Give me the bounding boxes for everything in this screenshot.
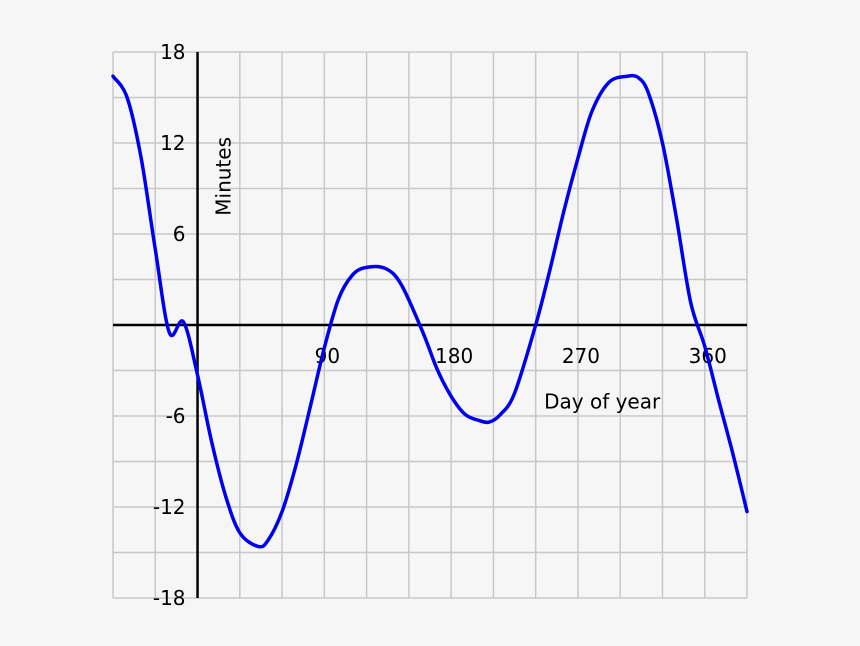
x-axis-title: Day of year (544, 389, 661, 413)
y-tick-label: -12 (153, 495, 186, 519)
y-tick-label: 12 (160, 131, 185, 155)
y-tick-label: -18 (153, 586, 186, 610)
y-tick-label: 18 (160, 40, 185, 64)
x-tick-label: 180 (435, 344, 473, 368)
y-tick-label: -6 (166, 404, 186, 428)
y-tick-label: 6 (173, 222, 186, 246)
series-line (111, 73, 749, 549)
axes (113, 52, 747, 598)
x-tick-label: 270 (562, 344, 600, 368)
y-axis-title: Minutes (212, 137, 236, 216)
